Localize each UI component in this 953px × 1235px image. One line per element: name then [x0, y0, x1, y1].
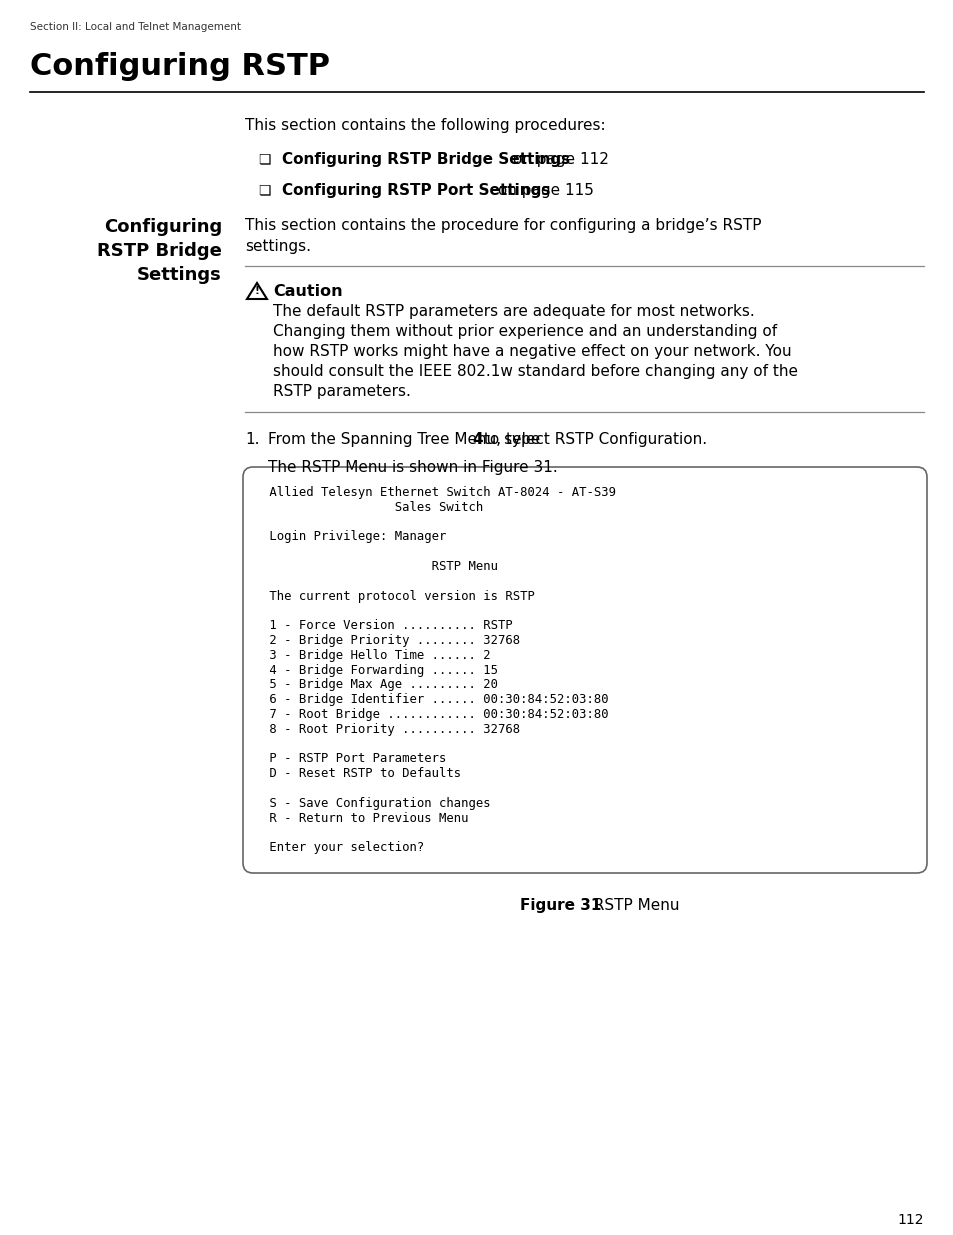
Text: Section II: Local and Telnet Management: Section II: Local and Telnet Management: [30, 22, 241, 32]
Text: P - RSTP Port Parameters: P - RSTP Port Parameters: [262, 752, 446, 766]
Text: Allied Telesyn Ethernet Switch AT-8024 - AT-S39: Allied Telesyn Ethernet Switch AT-8024 -…: [262, 487, 616, 499]
Text: Configuring RSTP Port Settings: Configuring RSTP Port Settings: [282, 183, 550, 198]
Text: should consult the IEEE 802.1w standard before changing any of the: should consult the IEEE 802.1w standard …: [273, 364, 797, 379]
Text: From the Spanning Tree Menu, type: From the Spanning Tree Menu, type: [268, 432, 544, 447]
Text: 112: 112: [897, 1213, 923, 1228]
Text: 1 - Force Version .......... RSTP: 1 - Force Version .......... RSTP: [262, 619, 512, 632]
Text: The default RSTP parameters are adequate for most networks.: The default RSTP parameters are adequate…: [273, 304, 754, 319]
Text: !: !: [254, 287, 259, 296]
Text: 5 - Bridge Max Age ......... 20: 5 - Bridge Max Age ......... 20: [262, 678, 497, 692]
Text: D - Reset RSTP to Defaults: D - Reset RSTP to Defaults: [262, 767, 460, 781]
Text: ❏: ❏: [257, 152, 271, 165]
Text: 7 - Root Bridge ............ 00:30:84:52:03:80: 7 - Root Bridge ............ 00:30:84:52…: [262, 708, 608, 721]
Text: 6 - Bridge Identifier ...... 00:30:84:52:03:80: 6 - Bridge Identifier ...... 00:30:84:52…: [262, 693, 608, 706]
Text: S - Save Configuration changes: S - Save Configuration changes: [262, 797, 490, 810]
Text: RSTP parameters.: RSTP parameters.: [273, 384, 411, 399]
Text: on page 112: on page 112: [507, 152, 608, 167]
Text: Configuring RSTP Bridge Settings: Configuring RSTP Bridge Settings: [282, 152, 570, 167]
Text: 4: 4: [472, 432, 482, 447]
Text: on page 115: on page 115: [493, 183, 594, 198]
Text: settings.: settings.: [245, 240, 311, 254]
Text: how RSTP works might have a negative effect on your network. You: how RSTP works might have a negative eff…: [273, 345, 791, 359]
Text: Configuring: Configuring: [104, 219, 222, 236]
Text: 8 - Root Priority .......... 32768: 8 - Root Priority .......... 32768: [262, 722, 519, 736]
Text: Settings: Settings: [137, 266, 222, 284]
Text: The RSTP Menu is shown in Figure 31.: The RSTP Menu is shown in Figure 31.: [268, 459, 558, 475]
Text: Figure 31: Figure 31: [519, 898, 600, 913]
Text: Enter your selection?: Enter your selection?: [262, 841, 424, 855]
Text: Login Privilege: Manager: Login Privilege: Manager: [262, 530, 446, 543]
Text: Configuring RSTP: Configuring RSTP: [30, 52, 330, 82]
Text: R - Return to Previous Menu: R - Return to Previous Menu: [262, 811, 468, 825]
Text: Sales Switch: Sales Switch: [262, 501, 483, 514]
Text: RSTP Menu: RSTP Menu: [262, 559, 497, 573]
Text: RSTP Bridge: RSTP Bridge: [97, 242, 222, 261]
Text: RSTP Menu: RSTP Menu: [583, 898, 679, 913]
Text: 2 - Bridge Priority ........ 32768: 2 - Bridge Priority ........ 32768: [262, 634, 519, 647]
FancyBboxPatch shape: [243, 467, 926, 873]
Text: The current protocol version is RSTP: The current protocol version is RSTP: [262, 589, 535, 603]
Text: Changing them without prior experience and an understanding of: Changing them without prior experience a…: [273, 324, 777, 338]
Text: This section contains the procedure for configuring a bridge’s RSTP: This section contains the procedure for …: [245, 219, 760, 233]
Text: 4 - Bridge Forwarding ...... 15: 4 - Bridge Forwarding ...... 15: [262, 663, 497, 677]
Text: ❏: ❏: [257, 183, 271, 198]
Text: 1.: 1.: [245, 432, 259, 447]
Text: Caution: Caution: [273, 284, 342, 299]
Text: to select RSTP Configuration.: to select RSTP Configuration.: [478, 432, 706, 447]
Text: 3 - Bridge Hello Time ...... 2: 3 - Bridge Hello Time ...... 2: [262, 648, 490, 662]
Text: This section contains the following procedures:: This section contains the following proc…: [245, 119, 605, 133]
